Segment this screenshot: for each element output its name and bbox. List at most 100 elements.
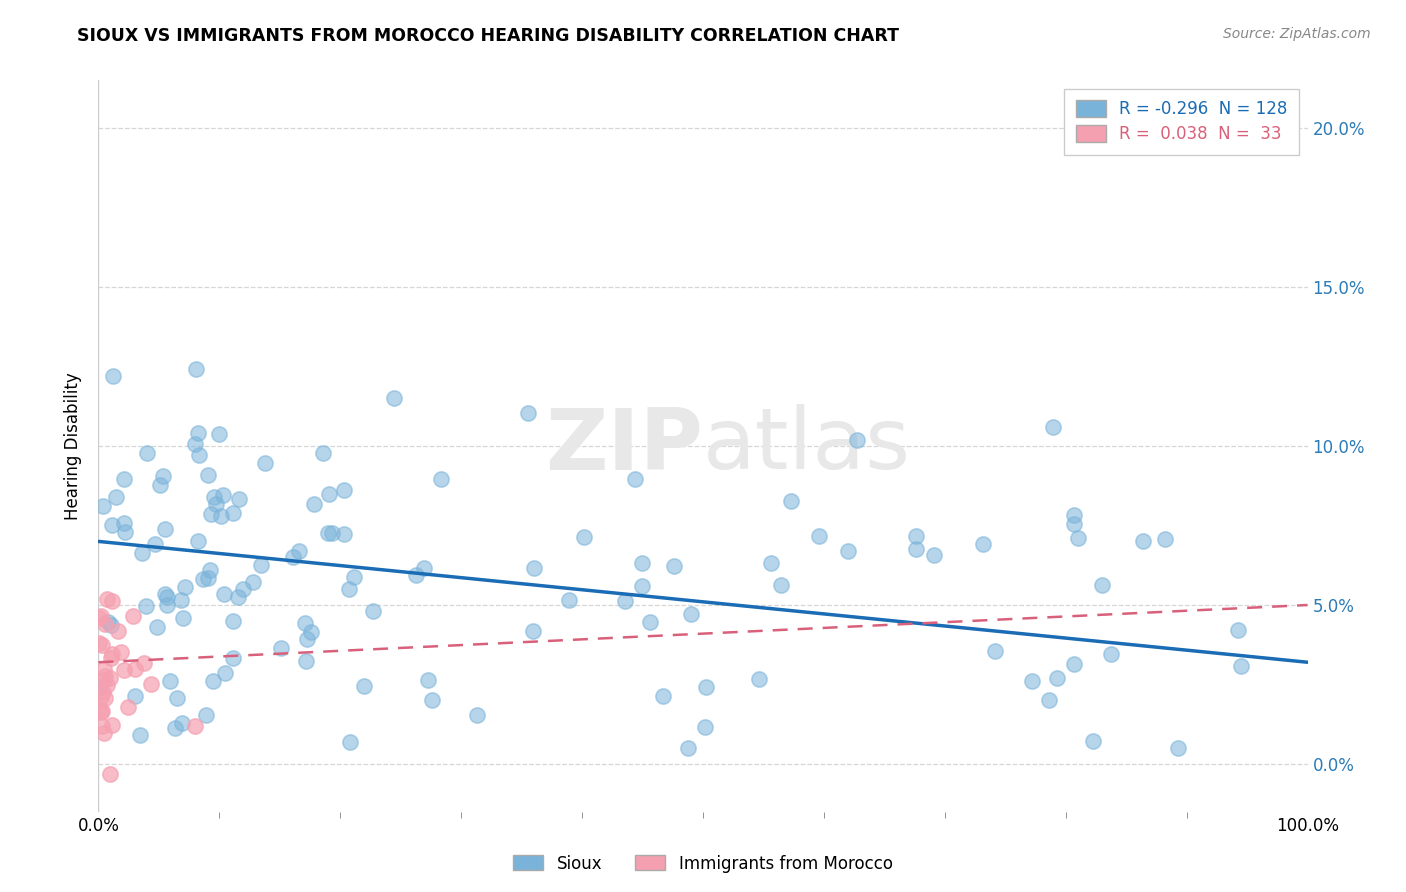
Point	[135, 599, 157, 613]
Point	[89, 609, 111, 624]
Point	[922, 548, 945, 562]
Point	[294, 615, 316, 630]
Point	[197, 571, 219, 585]
Point	[94, 691, 117, 706]
Point	[163, 722, 186, 736]
Point	[117, 700, 139, 714]
Point	[572, 531, 595, 545]
Point	[522, 624, 544, 638]
Point	[131, 545, 153, 559]
Point	[205, 497, 228, 511]
Point	[201, 674, 224, 689]
Point	[211, 488, 233, 502]
Point	[779, 494, 801, 508]
Point	[91, 719, 114, 733]
Point	[136, 446, 159, 460]
Point	[172, 611, 194, 625]
Point	[1063, 657, 1085, 672]
Point	[159, 673, 181, 688]
Point	[422, 693, 444, 707]
Point	[361, 603, 384, 617]
Point	[1091, 578, 1114, 592]
Point	[288, 543, 311, 558]
Point	[184, 362, 207, 376]
Point	[339, 735, 361, 749]
Point	[121, 608, 143, 623]
Point	[523, 561, 546, 575]
Point	[972, 537, 994, 551]
Point	[318, 487, 340, 501]
Point	[101, 594, 124, 608]
Point	[187, 425, 209, 440]
Point	[89, 680, 111, 694]
Point	[222, 651, 245, 665]
Point	[146, 619, 169, 633]
Point	[166, 690, 188, 705]
Point	[212, 587, 235, 601]
Point	[228, 491, 250, 506]
Point	[91, 685, 114, 699]
Point	[101, 368, 124, 383]
Point	[97, 615, 120, 629]
Point	[170, 593, 193, 607]
Point	[112, 472, 135, 486]
Point	[517, 406, 540, 420]
Point	[1021, 674, 1043, 689]
Point	[332, 483, 354, 497]
Point	[101, 648, 124, 662]
Point	[101, 517, 124, 532]
Point	[96, 591, 118, 606]
Point	[343, 569, 366, 583]
Point	[429, 472, 451, 486]
Point	[107, 624, 129, 638]
Point	[93, 663, 115, 677]
Point	[155, 522, 177, 536]
Point	[129, 728, 152, 742]
Point	[905, 541, 928, 556]
Point	[405, 567, 427, 582]
Point	[98, 671, 121, 685]
Point	[152, 469, 174, 483]
Point	[114, 525, 136, 540]
Point	[1063, 516, 1085, 531]
Point	[418, 673, 440, 687]
Point	[1167, 741, 1189, 756]
Point	[139, 677, 162, 691]
Text: SIOUX VS IMMIGRANTS FROM MOROCCO HEARING DISABILITY CORRELATION CHART: SIOUX VS IMMIGRANTS FROM MOROCCO HEARING…	[77, 27, 900, 45]
Point	[156, 598, 179, 612]
Point	[558, 593, 581, 607]
Point	[662, 559, 685, 574]
Point	[613, 594, 636, 608]
Point	[89, 636, 111, 650]
Point	[228, 590, 250, 604]
Point	[94, 669, 117, 683]
Y-axis label: Hearing Disability: Hearing Disability	[65, 372, 83, 520]
Point	[110, 645, 132, 659]
Point	[202, 490, 225, 504]
Point	[1132, 533, 1154, 548]
Point	[624, 472, 647, 486]
Point	[155, 587, 177, 601]
Point	[209, 508, 232, 523]
Point	[1229, 659, 1251, 673]
Point	[1063, 508, 1085, 523]
Point	[846, 434, 869, 448]
Point	[337, 582, 360, 596]
Text: atlas: atlas	[703, 404, 911, 488]
Point	[132, 657, 155, 671]
Point	[191, 572, 214, 586]
Point	[93, 725, 115, 739]
Legend: Sioux, Immigrants from Morocco: Sioux, Immigrants from Morocco	[506, 848, 900, 880]
Point	[90, 705, 112, 719]
Point	[194, 707, 217, 722]
Point	[198, 563, 221, 577]
Point	[200, 507, 222, 521]
Point	[984, 644, 1007, 658]
Point	[104, 490, 127, 504]
Point	[188, 448, 211, 462]
Point	[222, 614, 245, 628]
Point	[270, 640, 292, 655]
Point	[101, 717, 124, 731]
Point	[1081, 734, 1104, 748]
Point	[208, 426, 231, 441]
